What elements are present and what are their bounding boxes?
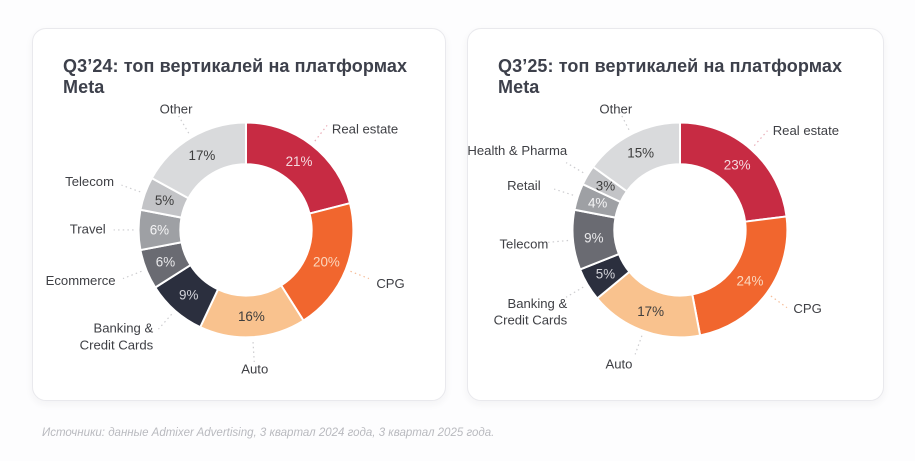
label-leader-line [619,111,630,131]
slice-label-auto: Auto [606,356,633,371]
label-leader-line [252,342,255,362]
label-leader-line [770,295,788,309]
slice-label-telecom: Telecom [65,174,114,189]
slice-label-banking: Banking & Credit Cards [80,321,154,353]
slice-percent-label: 5% [596,266,615,281]
slice-percent-label: 17% [637,304,664,319]
slice-label-ecommerce: Ecommerce [46,273,116,288]
chart-title-q325: Q3’25: топ вертикалей на платформах Meta [498,56,843,97]
slice-label-retail: Retail [507,178,541,193]
slice-label-other: Other [599,101,632,116]
chart-card-q325: Q3’25: топ вертикалей на платформах Meta… [467,28,884,401]
label-leader-line [548,239,569,243]
slice-label-cpg: CPG [376,276,404,291]
slice-label-banking: Banking & Credit Cards [494,296,568,328]
slice-label-real-estate: Real estate [332,122,398,137]
label-leader-line [553,188,574,196]
label-leader-line [121,184,141,193]
slice-percent-label: 6% [150,222,169,237]
slice-percent-label: 16% [238,309,265,324]
slice-percent-label: 21% [286,154,313,169]
slice-percent-label: 15% [627,145,654,160]
slice-label-other: Other [160,102,193,117]
label-leader-line [158,313,173,330]
slice-percent-label: 17% [188,148,215,163]
donut-slice-other [592,121,681,193]
slice-label-cpg: CPG [793,301,821,316]
label-leader-line [565,162,584,174]
label-leader-line [122,270,142,280]
slice-label-health-pharma: Health & Pharma [468,143,568,158]
label-leader-line [634,335,643,355]
label-leader-line [178,115,190,134]
donut-slice-other [150,121,247,200]
slice-percent-label: 20% [313,254,340,269]
slice-percent-label: 5% [155,193,174,208]
label-leader-line [350,270,370,280]
slice-percent-label: 6% [156,254,175,269]
chart-card-q324: Q3’24: топ вертикалей на платформах Meta… [32,28,446,401]
label-leader-line [565,286,584,298]
slice-percent-label: 23% [724,158,751,173]
slice-label-travel: Travel [70,221,106,236]
source-note: Источники: данные Admixer Advertising, 3… [42,427,495,439]
slice-label-telecom: Telecom [499,237,548,252]
label-leader-line [753,130,768,147]
slice-percent-label: 3% [596,178,615,193]
donut-chart-q324: 21% Real estate 20% CPG 16% Auto 9% Banking & Cr… [46,102,405,377]
donut-chart-q325: 23% Real estate 24% CPG 17% Auto 5% Banking & Cr… [468,101,839,371]
chart-title-q324: Q3’24: топ вертикалей на платформах Meta [63,56,408,97]
slice-percent-label: 24% [737,273,764,288]
slice-percent-label: 9% [179,287,198,302]
slice-label-auto: Auto [241,361,268,376]
slice-percent-label: 4% [588,196,607,211]
slice-label-real-estate: Real estate [773,123,839,138]
slice-percent-label: 9% [584,231,603,246]
label-leader-line [314,125,328,142]
